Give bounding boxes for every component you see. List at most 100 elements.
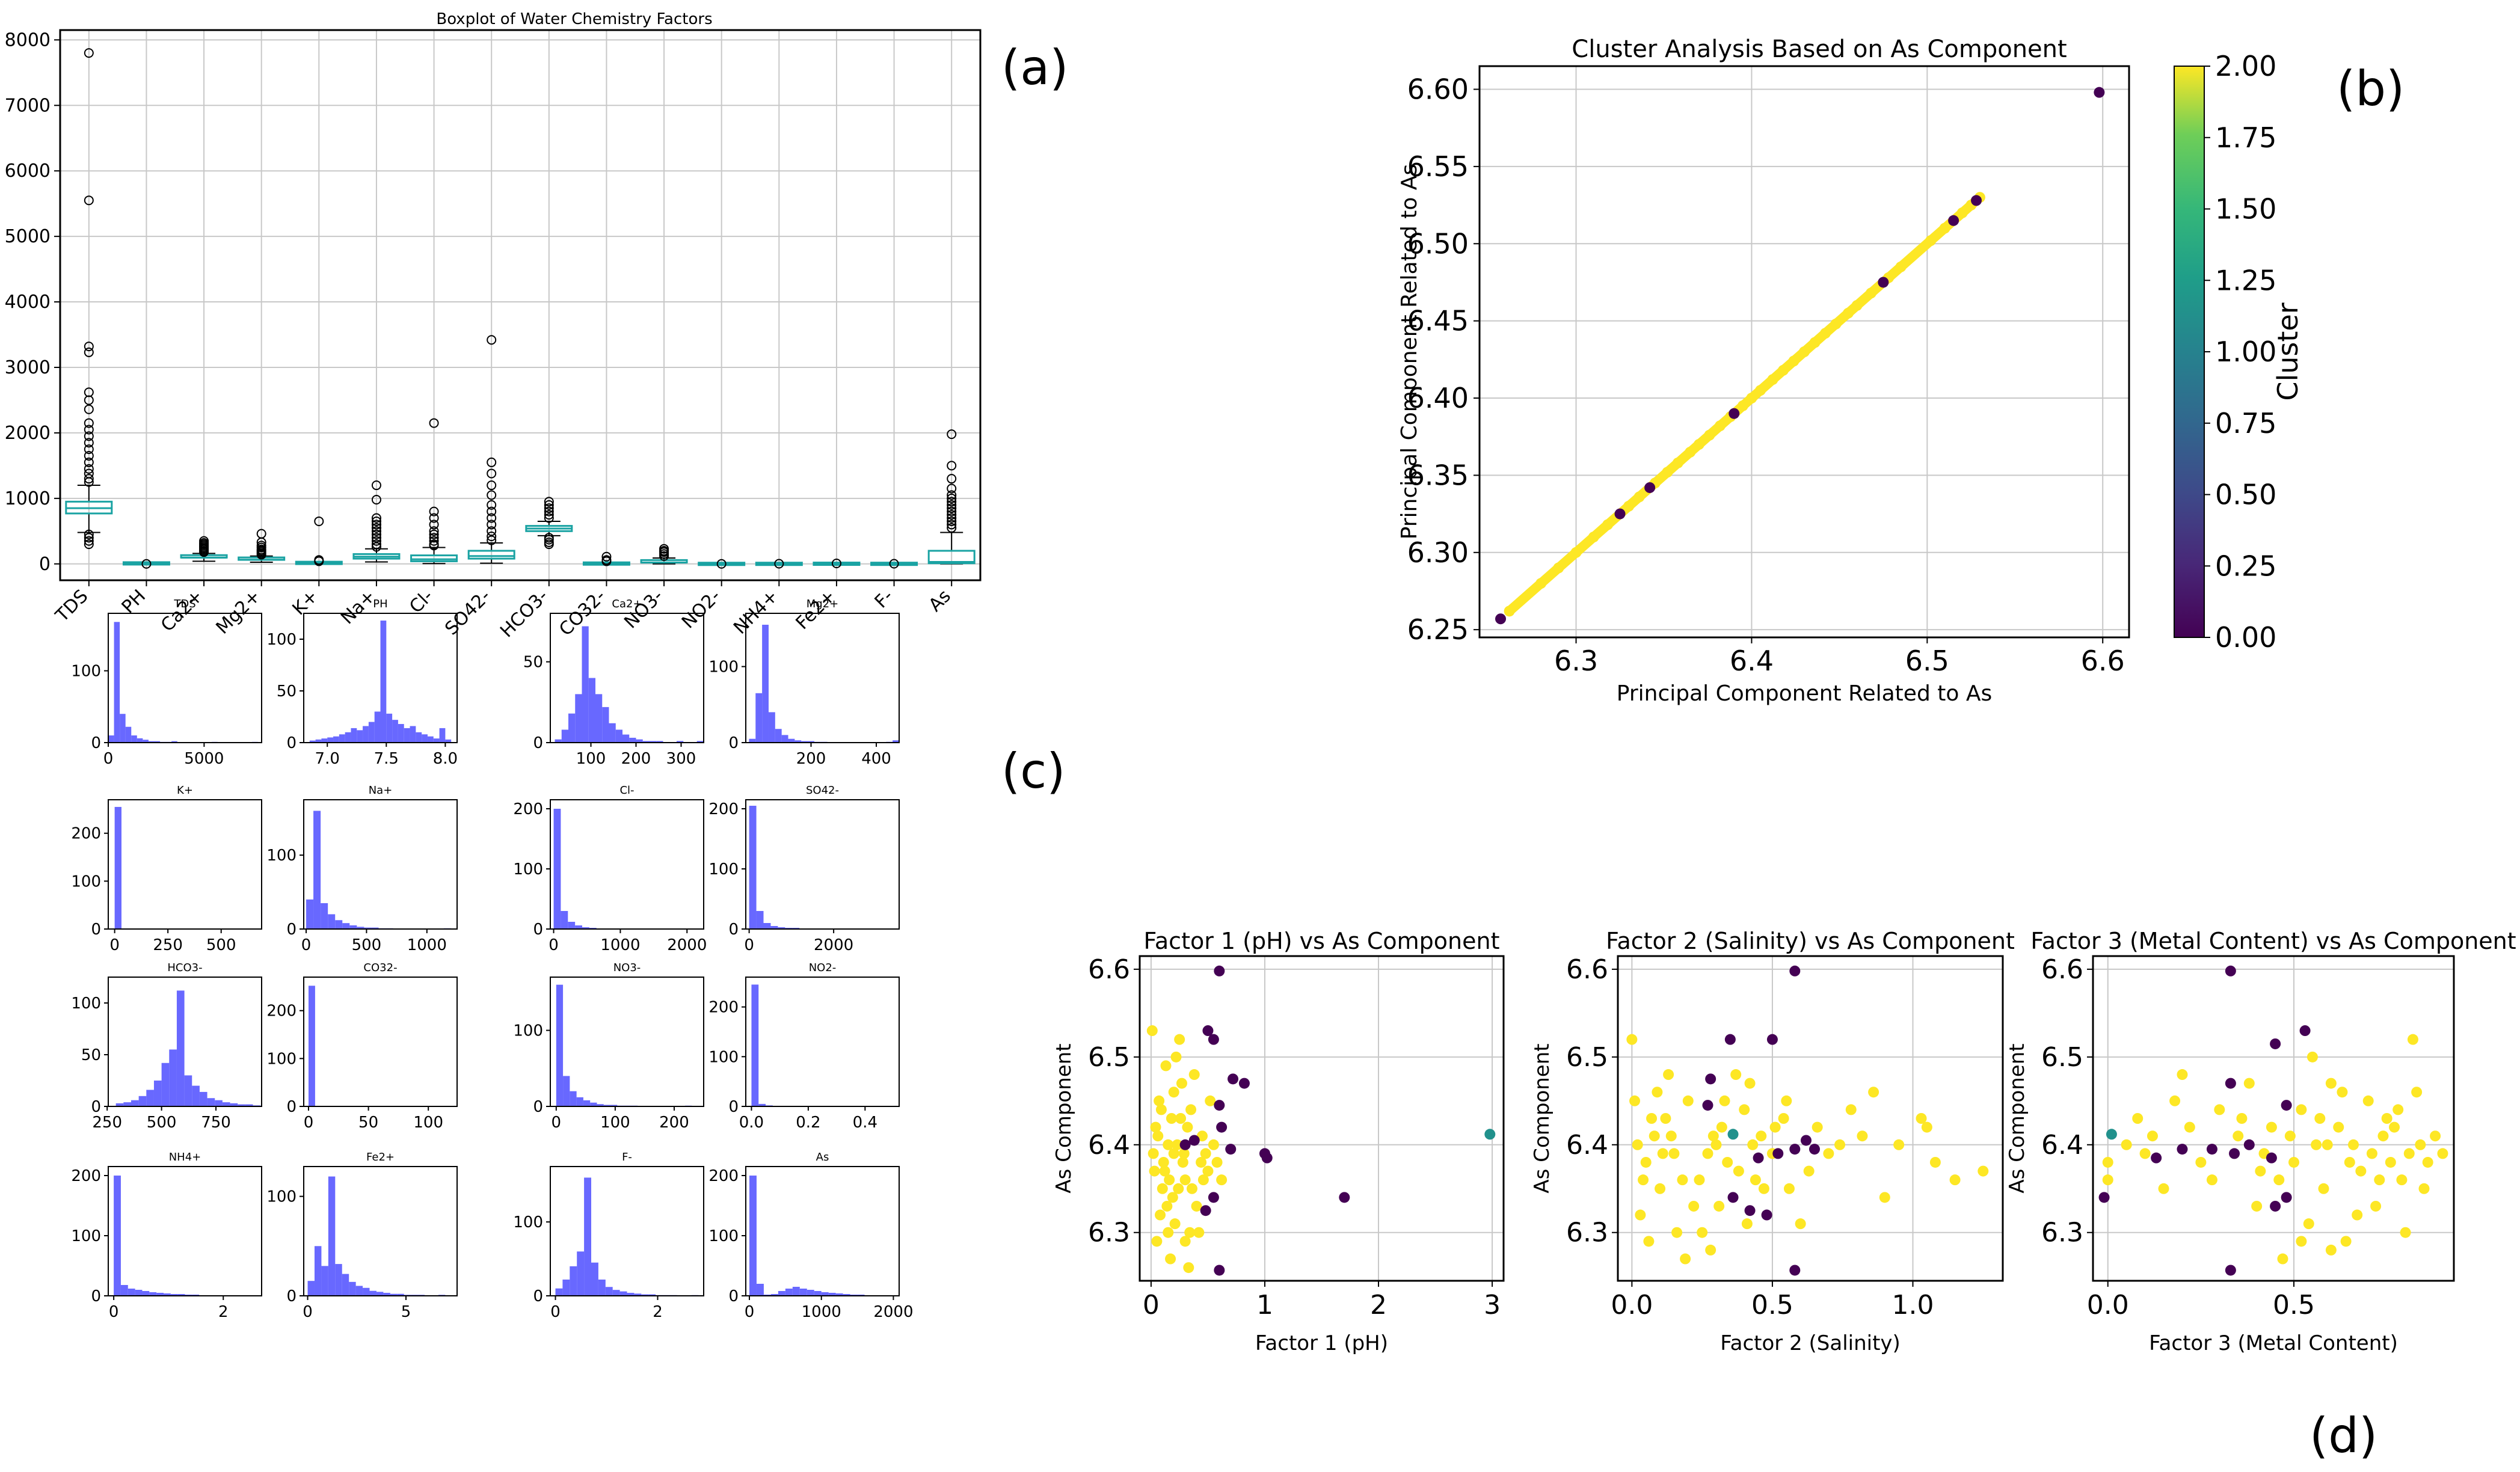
cluster2-point bbox=[1929, 1156, 1941, 1168]
cluster0-point bbox=[2151, 1152, 2162, 1164]
histogram-xtick-label: 500 bbox=[147, 1114, 177, 1132]
histogram-bar bbox=[612, 1290, 620, 1296]
cluster2-point bbox=[1216, 1174, 1228, 1186]
cluster2-point bbox=[1812, 1121, 1823, 1133]
histogram-bar bbox=[321, 903, 328, 929]
histogram-bar bbox=[561, 911, 568, 929]
box-outlier bbox=[487, 335, 497, 345]
histogram-bar bbox=[785, 1289, 793, 1296]
factor-scatter-xlabel: Factor 1 (pH) bbox=[1255, 1331, 1388, 1355]
cluster0-point bbox=[2229, 1148, 2240, 1159]
histogram-bar bbox=[149, 1292, 157, 1296]
histogram-bar bbox=[591, 1262, 598, 1296]
cluster2-point bbox=[2344, 1156, 2355, 1168]
factor-ytick-label: 6.6 bbox=[1566, 954, 1608, 985]
factor-ytick-label: 6.3 bbox=[2041, 1218, 2083, 1248]
histogram-bar bbox=[778, 927, 785, 929]
histogram-ytick-label: 0 bbox=[728, 1098, 739, 1116]
cluster-scatter-title: Cluster Analysis Based on As Component bbox=[1572, 35, 2067, 63]
histogram-bar bbox=[321, 738, 328, 743]
colorbar-tick-label: 0.75 bbox=[2215, 407, 2276, 440]
box-outlier bbox=[84, 342, 94, 352]
histogram-bar bbox=[588, 678, 595, 743]
cluster2-point bbox=[2121, 1139, 2132, 1150]
histogram-ytick-label: 100 bbox=[71, 1227, 101, 1245]
histogram-bar bbox=[590, 1102, 597, 1106]
histogram-frame bbox=[550, 977, 704, 1107]
box-outlier bbox=[371, 480, 381, 491]
cluster2-point bbox=[1657, 1148, 1668, 1159]
cluster2-point bbox=[1719, 1095, 1730, 1106]
cluster2-point bbox=[1152, 1130, 1164, 1142]
histogram-bar bbox=[641, 1294, 649, 1296]
histogram-ytick-label: 0 bbox=[286, 1287, 297, 1305]
boxplot-ytick-label: 5000 bbox=[5, 226, 51, 247]
cluster2-point bbox=[1173, 1183, 1184, 1194]
box-outlier bbox=[544, 535, 554, 545]
histogram-bar bbox=[627, 1293, 635, 1296]
histogram-bar bbox=[770, 926, 778, 929]
histogram-bar bbox=[363, 1287, 370, 1296]
histogram-bar bbox=[351, 728, 357, 743]
box-outlier bbox=[889, 559, 899, 569]
factor-scatter-frame bbox=[2092, 955, 2455, 1282]
cluster2-point bbox=[2437, 1148, 2448, 1159]
histogram-frame bbox=[745, 1166, 900, 1296]
histogram-bar bbox=[222, 1102, 230, 1106]
cluster2-point bbox=[1756, 1130, 1767, 1142]
box-outlier bbox=[429, 513, 439, 523]
cluster2-point bbox=[1857, 1130, 1868, 1142]
box-outlier bbox=[487, 513, 497, 523]
histogram-ytick-label: 200 bbox=[71, 1167, 101, 1185]
histogram-frame bbox=[108, 613, 262, 743]
histogram-title: K+ bbox=[177, 784, 193, 797]
histogram-bar bbox=[568, 713, 576, 743]
cluster0-point bbox=[1789, 1265, 1801, 1276]
box-outlier bbox=[371, 533, 381, 543]
histogram-bar bbox=[755, 693, 763, 743]
cluster-scatter-panel: Cluster Analysis Based on As Component 6… bbox=[1397, 35, 2304, 706]
histogram-bar bbox=[357, 730, 363, 743]
cluster0-point bbox=[1495, 613, 1507, 625]
histogram-xtick-label: 200 bbox=[659, 1114, 689, 1132]
box-outlier bbox=[487, 506, 497, 517]
factor-ytick-label: 6.3 bbox=[1088, 1218, 1130, 1248]
histogram-bar bbox=[677, 741, 684, 743]
boxplot-ytick-label: 2000 bbox=[5, 423, 51, 444]
histogram-xtick-label: 300 bbox=[666, 750, 696, 768]
histogram-bar bbox=[629, 737, 636, 743]
cluster0-point bbox=[1753, 1152, 1764, 1164]
cluster2-point bbox=[1169, 1218, 1181, 1230]
histogram-xtick-label: 8.0 bbox=[433, 750, 458, 768]
histogram-bar bbox=[595, 694, 603, 743]
cluster2-point bbox=[1160, 1060, 1172, 1072]
histogram-xtick-label: 200 bbox=[796, 750, 826, 768]
histogram-bar bbox=[328, 1176, 336, 1296]
cluster0-point bbox=[2225, 1078, 2236, 1089]
cluster2-point bbox=[1167, 1192, 1178, 1203]
histogram-xtick-label: 2000 bbox=[814, 936, 853, 954]
factor-scatter-panel: Factor 1 (pH) vs As Component 6.3 6.4 6.5 6.… bbox=[1052, 928, 2516, 1355]
cluster2-point bbox=[2325, 1078, 2337, 1089]
box-outlier bbox=[947, 461, 957, 471]
histogram-xtick-label: 2000 bbox=[667, 936, 707, 954]
cluster2-point bbox=[1769, 1121, 1781, 1133]
histogram-bar bbox=[799, 1289, 807, 1296]
histogram-bar bbox=[192, 1085, 200, 1106]
cluster2-point bbox=[1157, 1183, 1168, 1194]
histogram-ytick-label: 100 bbox=[266, 847, 297, 865]
cluster0-point bbox=[1809, 1144, 1821, 1155]
factor-ytick-label: 6.5 bbox=[2041, 1042, 2083, 1073]
histogram-bar bbox=[137, 738, 143, 743]
box-outlier bbox=[487, 526, 497, 536]
colorbar-tick-label: 0.50 bbox=[2215, 479, 2276, 511]
histogram-ytick-label: 100 bbox=[266, 1050, 297, 1068]
histogram-bar bbox=[169, 1049, 177, 1106]
histogram-bar bbox=[615, 729, 622, 743]
factor-xtick-label: 2 bbox=[1370, 1290, 1387, 1320]
histogram-ytick-label: 0 bbox=[533, 1287, 543, 1305]
box-outlier bbox=[84, 425, 94, 435]
boxplot-title: Boxplot of Water Chemistry Factors bbox=[436, 10, 712, 28]
cluster2-point bbox=[2418, 1183, 2430, 1194]
histogram-subplot: Fe2+ 0 100 0 5 bbox=[266, 1151, 458, 1321]
